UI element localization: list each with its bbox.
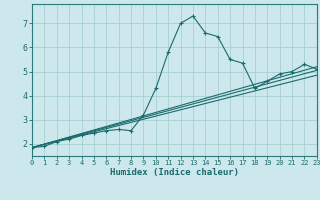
X-axis label: Humidex (Indice chaleur): Humidex (Indice chaleur): [110, 168, 239, 177]
